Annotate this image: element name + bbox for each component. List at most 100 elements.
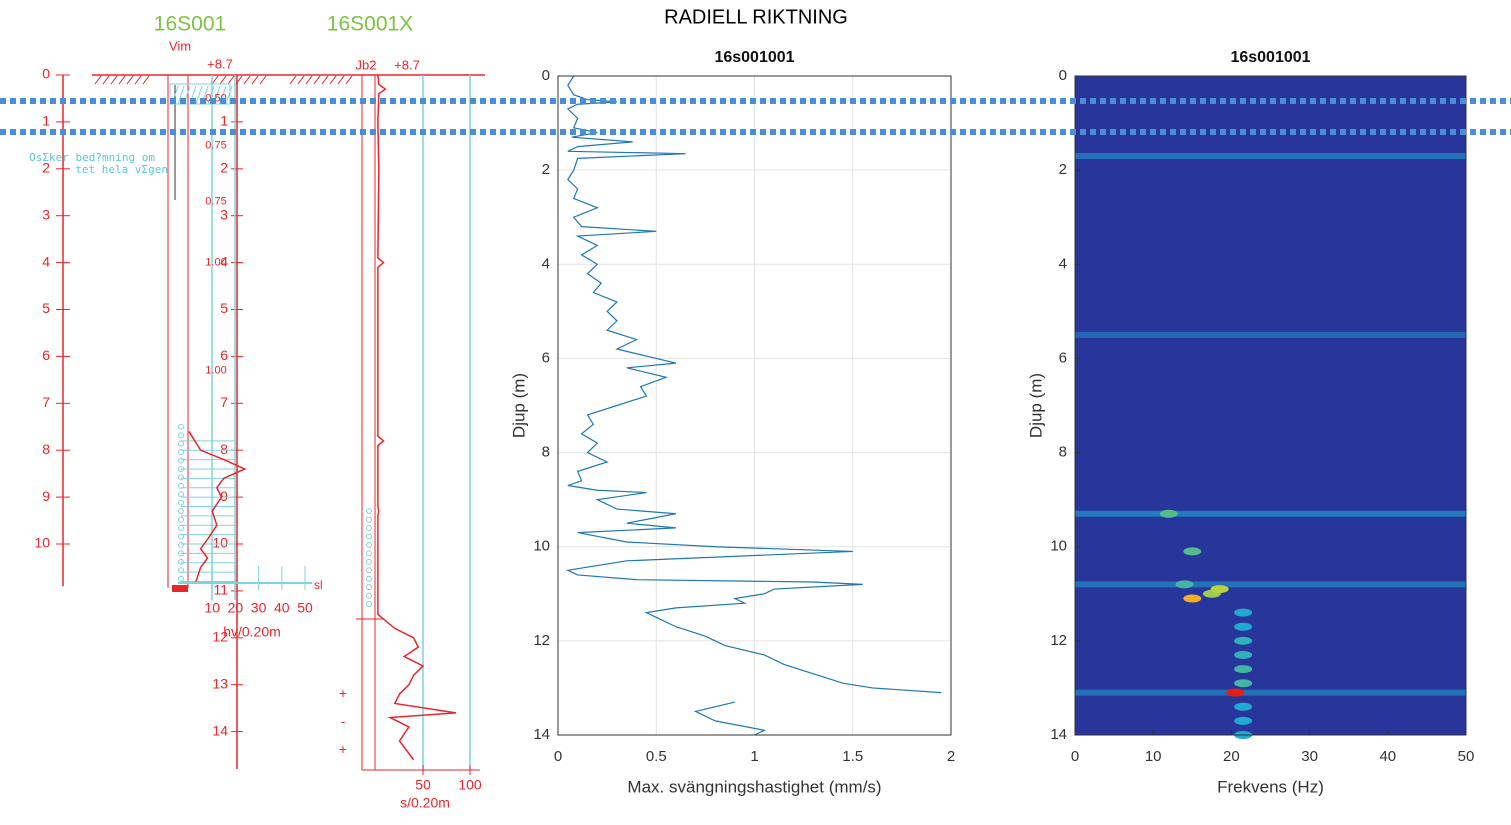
ground-hatch (321, 75, 329, 85)
log-title: 16S001 (154, 13, 226, 36)
x-tick-label: 10 (1145, 748, 1162, 765)
depth-tick-label: 7 (220, 394, 228, 410)
y-tick-label: 8 (542, 444, 550, 461)
chart-title: 16s001001 (1230, 49, 1310, 66)
soil-circle (178, 440, 184, 447)
y-tick-label: 2 (1059, 161, 1067, 178)
log-method: Jb2 (356, 57, 377, 72)
y-tick-label: 14 (533, 726, 550, 743)
hv-curve (188, 431, 247, 582)
soil-circle (366, 533, 372, 540)
y-tick-label: 4 (542, 255, 550, 272)
log-level: +8.7 (394, 57, 420, 72)
depth-tick-label: 6 (220, 347, 228, 363)
heatmap-streak (1075, 153, 1466, 160)
heatmap-spot (1234, 622, 1253, 631)
depth-tick-label: 8 (220, 441, 228, 457)
hv-end-label: sl (314, 578, 323, 592)
heatmap-streak (1075, 689, 1466, 696)
tube-end (172, 585, 188, 592)
top-hatch (225, 85, 233, 105)
x-tick-label: 0.5 (646, 748, 667, 765)
hv-tick-label: 20 (228, 600, 244, 616)
depth-tick-label: 14 (212, 722, 228, 738)
ground-hatch (337, 75, 345, 85)
hv-tick-label: 10 (204, 600, 220, 616)
x-tick-label: 1 (750, 748, 758, 765)
ground-hatch (219, 75, 227, 85)
ground-hatch (102, 75, 110, 85)
ground-hatch (313, 75, 321, 85)
soil-circle (366, 541, 372, 548)
ground-hatch (94, 75, 102, 85)
weight-label: 0.75 (205, 196, 226, 208)
heatmap-streak (1075, 331, 1466, 338)
ground-hatch (134, 75, 142, 85)
page-title: RADIELL RIKTNING (664, 6, 848, 28)
s-tick-label: 100 (458, 777, 482, 793)
depth-tick-label: 10 (34, 535, 50, 551)
depth-tick-label: 11 (213, 582, 228, 598)
y-tick-label: 6 (542, 349, 550, 366)
depth-tick-label: 9 (42, 488, 50, 504)
y-tick-label: 10 (1050, 538, 1067, 555)
top-hatch (207, 85, 215, 105)
depth-tick-label: 3 (42, 206, 50, 222)
ground-hatch (289, 75, 297, 85)
x-tick-label: 50 (1458, 748, 1475, 765)
heatmap-spot (1234, 679, 1253, 688)
heatmap-spot (1234, 636, 1253, 645)
x-axis-label: Max. svängningshastighet (mm/s) (627, 777, 881, 796)
depth-tick-label: 4 (220, 253, 228, 269)
ground-hatch (142, 75, 150, 85)
soil-circle (366, 558, 372, 565)
y-tick-label: 12 (533, 632, 550, 649)
depth-tick-label: 0 (42, 66, 50, 82)
soil-circle (178, 558, 184, 565)
ground-hatch (305, 75, 313, 85)
s-label: s/0.20m (400, 795, 450, 811)
depth-tick-label: 1 (42, 113, 50, 129)
depth-tick-label: 6 (42, 347, 50, 363)
y-tick-label: 12 (1050, 632, 1067, 649)
x-tick-label: 1.5 (842, 748, 863, 765)
symbol: - (341, 713, 346, 729)
soil-circle (366, 525, 372, 532)
x-tick-label: 2 (947, 748, 955, 765)
soil-circle (178, 550, 184, 557)
hv-tick-label: 30 (251, 600, 267, 616)
depth-tick-label: 13 (212, 675, 228, 691)
ground-hatch (227, 75, 235, 85)
x-tick-label: 40 (1379, 748, 1396, 765)
line-series (565, 75, 942, 694)
heatmap-spot (1183, 547, 1202, 556)
symbol: + (339, 685, 347, 701)
heatmap-spot (1234, 665, 1253, 674)
depth-tick-label: 8 (42, 441, 50, 457)
heatmap-streak (1075, 581, 1466, 588)
soil-circle (366, 601, 372, 608)
hv-tick-label: 50 (297, 600, 313, 616)
depth-tick-label: 1 (220, 113, 228, 129)
annotation: OsΣker bed?mning om (29, 151, 155, 164)
y-tick-label: 0 (1059, 67, 1067, 84)
plot-frame (1074, 75, 1467, 736)
s-tick-label: 50 (415, 777, 431, 793)
ground-hatch (243, 75, 251, 85)
plot-frame (557, 75, 952, 736)
soil-circle (178, 457, 184, 464)
y-axis-label: Djup (m) (1026, 373, 1045, 438)
y-tick-label: 10 (533, 538, 550, 555)
soil-circle (178, 516, 184, 523)
soil-circle (366, 516, 372, 523)
soil-circle (366, 550, 372, 557)
y-tick-label: 6 (1059, 349, 1067, 366)
depth-tick-label: 4 (42, 253, 50, 269)
top-fill (169, 83, 231, 105)
log-level: +8.7 (207, 56, 233, 71)
ground-hatch (110, 75, 118, 85)
depth-tick-label: 7 (42, 394, 50, 410)
soil-circle (178, 533, 184, 540)
x-tick-label: 0 (554, 748, 562, 765)
